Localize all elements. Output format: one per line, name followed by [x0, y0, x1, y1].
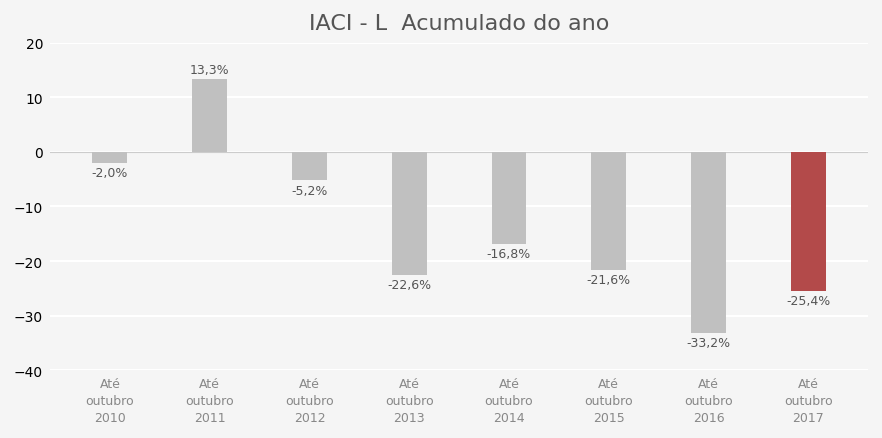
Bar — [691, 152, 726, 333]
Bar — [292, 152, 327, 181]
Text: -2,0%: -2,0% — [92, 167, 128, 180]
Bar — [93, 152, 127, 163]
Text: -25,4%: -25,4% — [786, 294, 830, 307]
Title: IACI - L  Acumulado do ano: IACI - L Acumulado do ano — [309, 14, 609, 34]
Bar — [491, 152, 527, 244]
Text: -22,6%: -22,6% — [387, 279, 431, 292]
Bar — [591, 152, 626, 270]
Text: -5,2%: -5,2% — [291, 184, 327, 197]
Text: -21,6%: -21,6% — [587, 273, 631, 286]
Bar — [791, 152, 826, 291]
Text: -33,2%: -33,2% — [686, 336, 730, 350]
Bar — [192, 80, 228, 152]
Text: 13,3%: 13,3% — [190, 64, 229, 77]
Text: -16,8%: -16,8% — [487, 247, 531, 260]
Bar — [392, 152, 427, 276]
